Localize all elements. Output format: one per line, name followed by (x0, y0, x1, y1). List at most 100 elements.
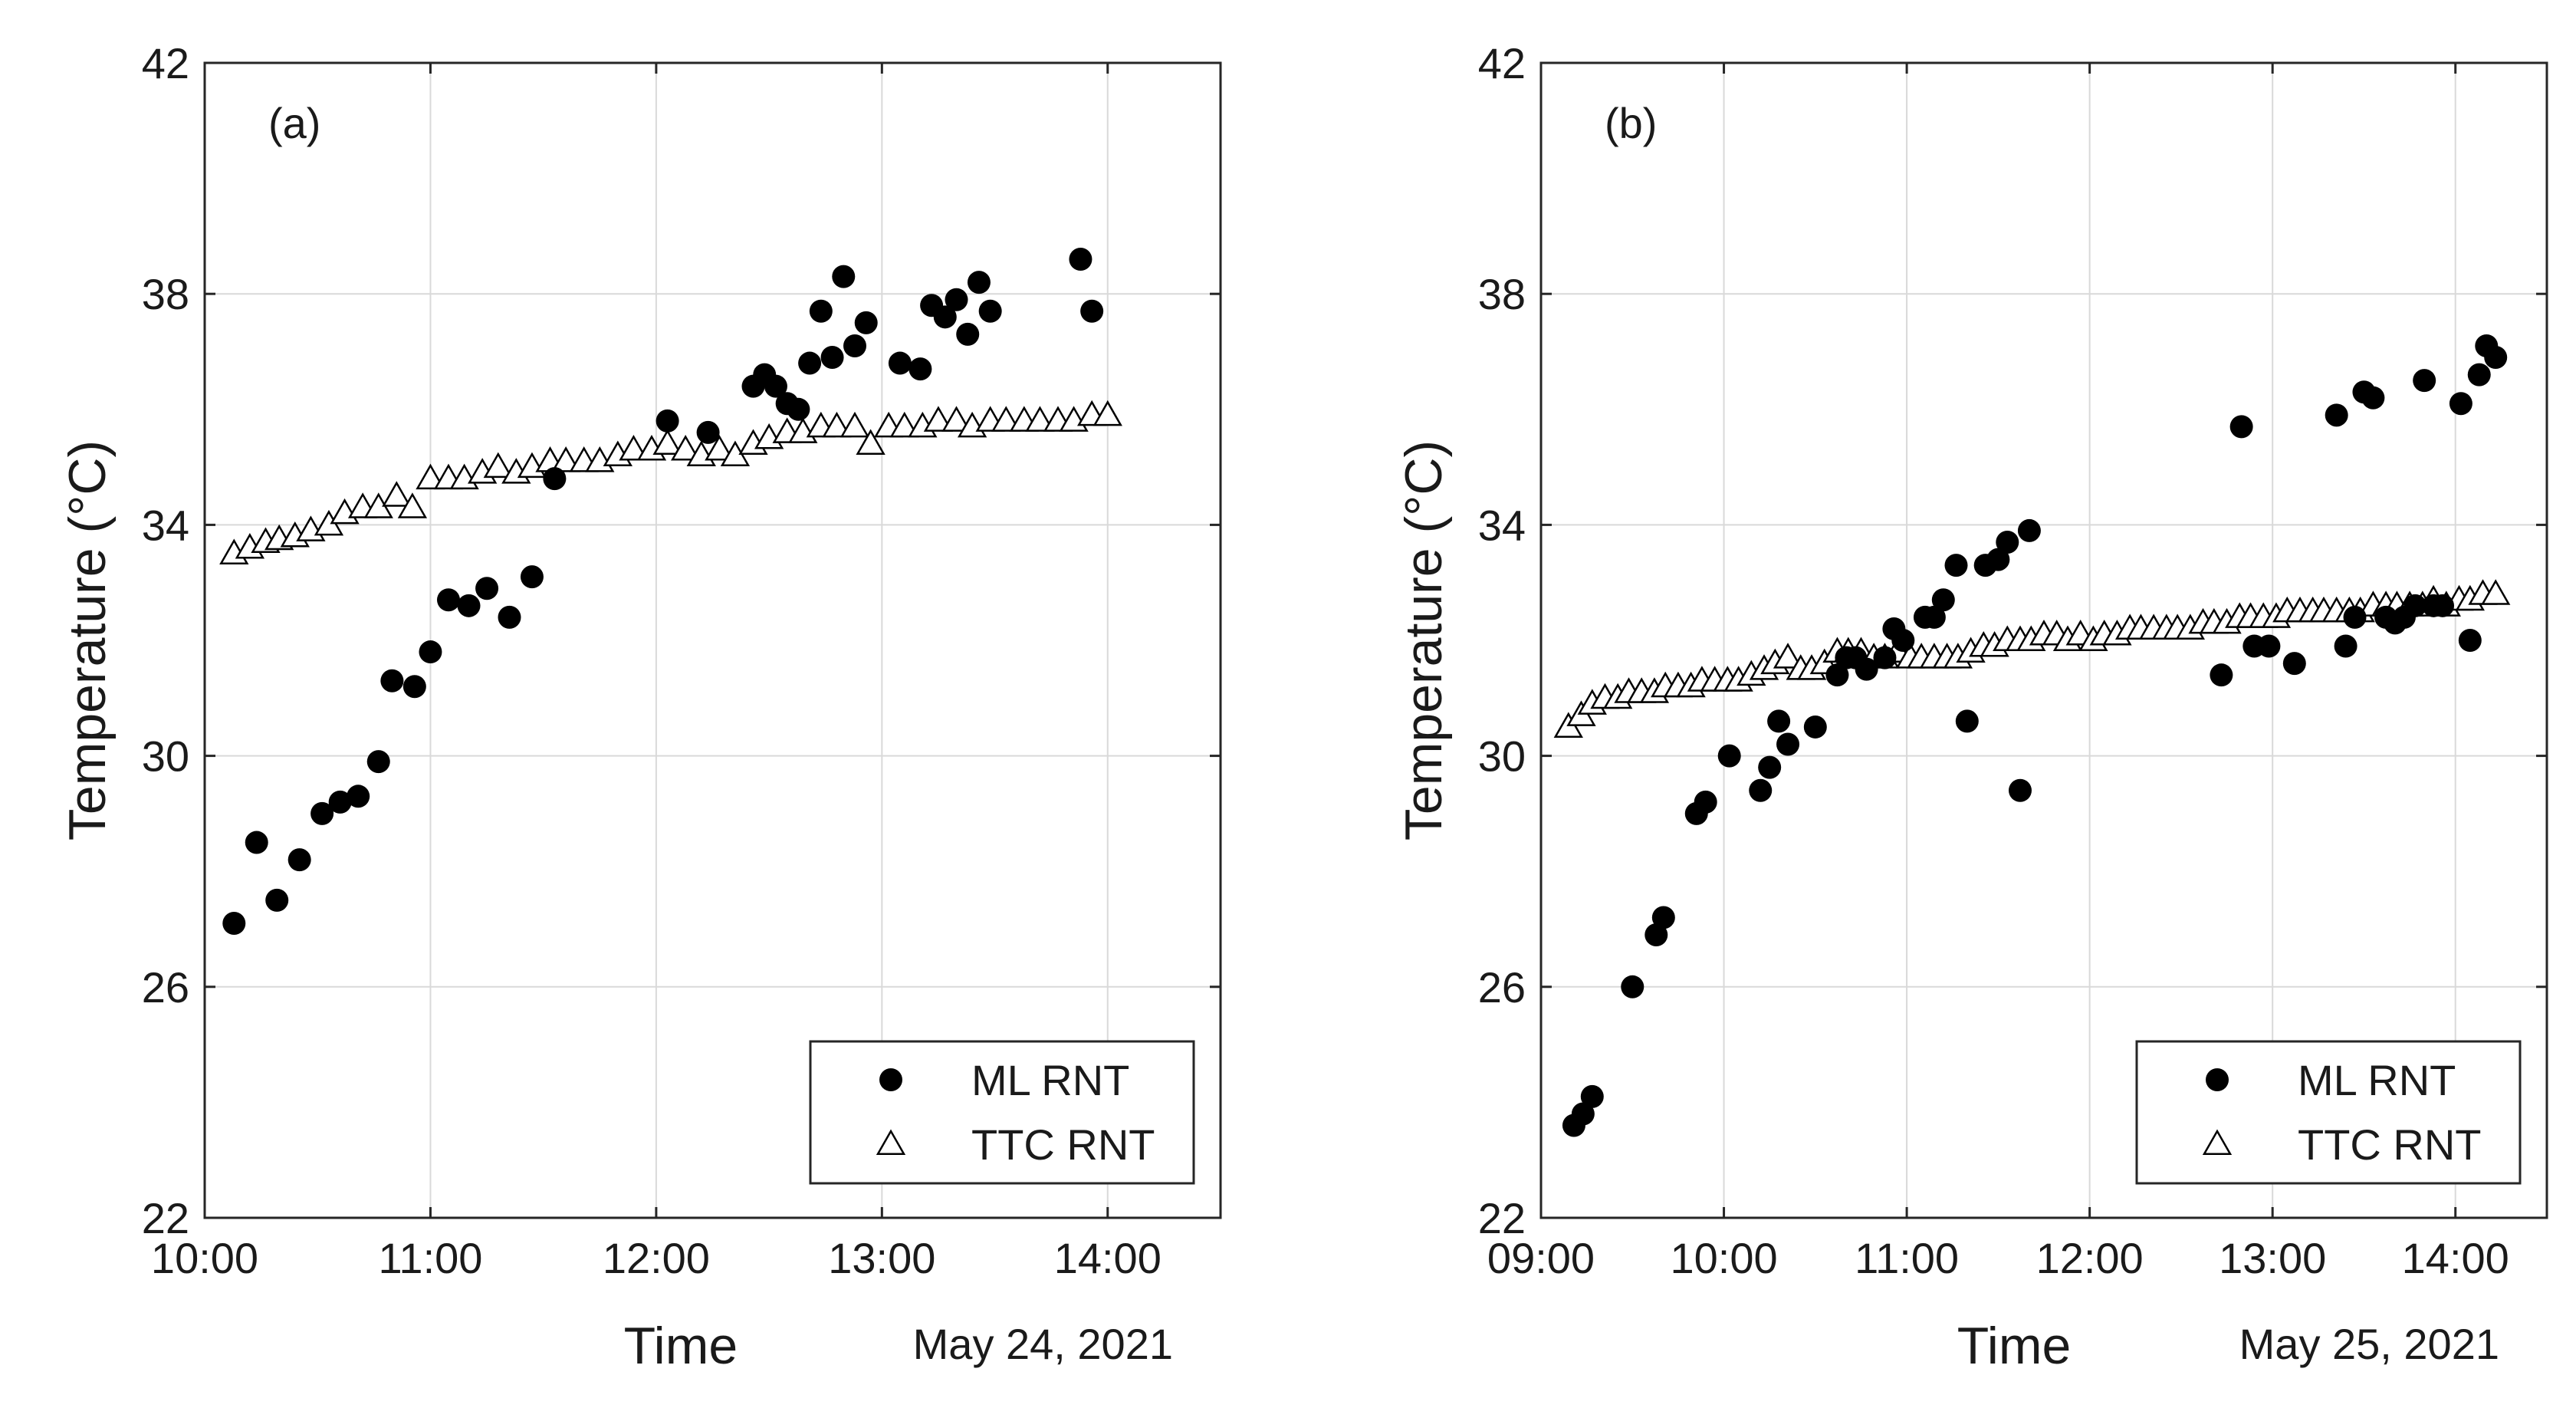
data-point-ml-rnt (2361, 386, 2385, 410)
x-tick-label: 11:00 (1855, 1234, 1959, 1282)
data-point-ml-rnt (1758, 755, 1782, 779)
data-point-ml-rnt (498, 605, 521, 629)
legend-label: ML RNT (971, 1056, 1129, 1104)
data-point-ml-rnt (347, 785, 370, 808)
data-point-ttc-rnt (1092, 400, 1122, 426)
y-tick-label: 22 (142, 1194, 189, 1242)
x-tick-label: 10:00 (1670, 1234, 1777, 1282)
data-point-ml-rnt (475, 577, 499, 600)
data-point-ml-rnt (1996, 530, 2019, 554)
data-point-ml-rnt (1803, 715, 1827, 739)
data-point-ttc-rnt (1773, 643, 1803, 669)
data-point-ml-rnt (402, 675, 426, 699)
data-point-ml-rnt (2334, 634, 2358, 658)
y-axis-label: Temperature (°C) (1395, 440, 1453, 841)
data-point-ml-rnt (1955, 709, 1979, 733)
chart-panel-b: 09:00 10:00 11:00 12:00 13:00 14:00 22 26 30 34 38… (1395, 39, 2548, 1375)
y-tick-label: 34 (142, 501, 189, 549)
legend-label: ML RNT (2298, 1056, 2456, 1104)
data-point-ml-rnt (457, 594, 481, 617)
x-tick-label: 14:00 (1054, 1234, 1162, 1282)
data-point-ttc-rnt (652, 429, 682, 455)
data-point-ml-rnt (843, 334, 866, 357)
legend-box (2135, 1040, 2522, 1185)
data-point-ttc-rnt (483, 452, 513, 479)
data-point-ml-rnt (265, 888, 289, 912)
legend-box (809, 1040, 1195, 1185)
data-point-ml-rnt (2229, 415, 2253, 439)
y-tick-label: 34 (1478, 501, 1526, 549)
data-point-ttc-rnt (382, 481, 412, 507)
data-point-ml-rnt (832, 265, 856, 288)
legend-marker-ttc-rnt (876, 1129, 906, 1155)
data-point-ml-rnt (366, 750, 390, 774)
data-point-ml-rnt (956, 322, 980, 346)
data-point-ml-rnt (2008, 778, 2032, 802)
data-point-ttc-rnt (705, 434, 734, 461)
data-point-ml-rnt (1571, 1102, 1595, 1126)
x-axis-label: Time (1957, 1317, 2072, 1375)
data-point-ml-rnt (1080, 299, 1104, 323)
data-point-ml-rnt (656, 409, 679, 433)
y-tick-label: 42 (142, 39, 189, 87)
data-point-ml-rnt (2404, 594, 2427, 617)
data-point-ttc-rnt (1025, 406, 1055, 432)
data-point-ttc-rnt (856, 429, 886, 455)
data-point-ml-rnt (245, 831, 268, 854)
data-point-ml-rnt (328, 790, 352, 814)
data-point-ml-rnt (2325, 403, 2348, 427)
data-point-ml-rnt (854, 311, 878, 334)
data-point-ml-rnt (1621, 975, 1644, 998)
data-point-ml-rnt (1873, 646, 1897, 669)
y-tick-label: 22 (1478, 1194, 1526, 1242)
data-point-ml-rnt (1644, 923, 1668, 947)
data-point-ml-rnt (1986, 548, 2010, 571)
data-point-ml-rnt (696, 420, 720, 444)
data-point-ml-rnt (288, 848, 311, 872)
data-point-ttc-rnt (397, 492, 428, 518)
legend: ML RNT TTC RNT (2135, 1040, 2522, 1185)
data-point-ml-rnt (2449, 392, 2472, 416)
legend-marker-ttc-rnt (2202, 1129, 2233, 1155)
series-ttc-rnt (219, 400, 1122, 565)
data-point-ttc-rnt (889, 411, 919, 438)
data-point-ml-rnt (1825, 663, 1849, 687)
data-point-ml-rnt (945, 288, 968, 311)
data-point-ttc-rnt (2481, 579, 2511, 605)
data-point-ttc-rnt (923, 406, 954, 432)
y-tick-label: 26 (1478, 963, 1526, 1012)
data-point-ml-rnt (222, 911, 246, 935)
legend-marker-ml-rnt (2206, 1068, 2229, 1091)
data-point-ml-rnt (520, 565, 544, 589)
x-tick-label: 13:00 (2219, 1234, 2326, 1282)
data-point-ml-rnt (2343, 605, 2367, 629)
data-point-ttc-rnt (416, 463, 445, 490)
legend-label: TTC RNT (2298, 1120, 2482, 1169)
date-label: May 24, 2021 (913, 1320, 1173, 1368)
data-point-ml-rnt (2484, 346, 2508, 370)
data-point-ml-rnt (1922, 605, 1946, 629)
data-point-ml-rnt (909, 357, 932, 381)
data-point-ml-rnt (2458, 629, 2482, 652)
y-tick-label: 26 (142, 963, 189, 1012)
plot-area (205, 63, 1221, 1218)
data-point-ml-rnt (787, 397, 810, 421)
data-point-ml-rnt (1891, 629, 1915, 652)
series-ml-rnt (222, 248, 1104, 935)
legend-marker-ml-rnt (879, 1068, 902, 1091)
data-point-ml-rnt (1749, 778, 1773, 802)
data-point-ml-rnt (543, 467, 567, 491)
y-axis-label: Temperature (°C) (58, 440, 117, 841)
series-ml-rnt (1562, 334, 2508, 1137)
y-tick-label: 38 (1478, 270, 1526, 318)
data-point-ml-rnt (2017, 518, 2041, 542)
data-point-ml-rnt (1776, 732, 1800, 756)
legend: ML RNT TTC RNT (809, 1040, 1195, 1185)
x-tick-label: 13:00 (828, 1234, 935, 1282)
date-label: May 25, 2021 (2239, 1320, 2499, 1368)
chart-panel-a: 10:00 11:00 12:00 13:00 14:00 22 26 30 34 38 42 Tem… (58, 39, 1222, 1375)
y-tick-label: 30 (1478, 732, 1526, 781)
data-point-ml-rnt (2431, 594, 2455, 617)
data-point-ml-rnt (1580, 1084, 1604, 1108)
